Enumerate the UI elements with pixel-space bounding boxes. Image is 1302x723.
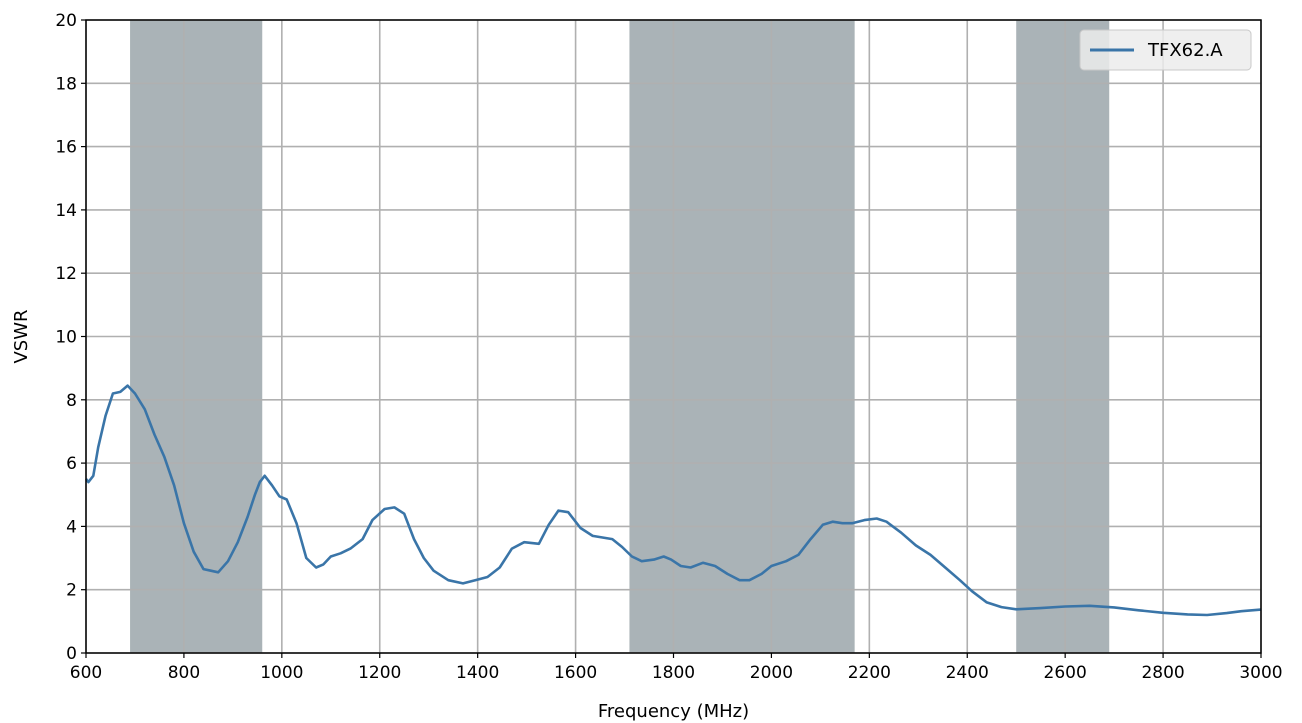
x-tick-label: 600: [70, 663, 102, 683]
x-tick-label: 1200: [358, 663, 401, 683]
y-tick-label: 10: [55, 328, 77, 348]
legend-label: TFX62.A: [1147, 40, 1223, 61]
y-tick-label: 8: [66, 391, 77, 411]
x-tick-label: 1000: [260, 663, 303, 683]
x-tick-label: 1600: [554, 663, 597, 683]
legend: TFX62.A: [1079, 29, 1252, 71]
y-axis-ticks: 0 2 4 6 8 10 12 14 16 18 20: [55, 11, 86, 664]
x-tick-label: 1400: [456, 663, 499, 683]
y-tick-label: 14: [55, 201, 77, 221]
x-axis-label: Frequency (MHz): [598, 701, 749, 722]
y-tick-label: 20: [55, 11, 77, 31]
x-tick-label: 1800: [652, 663, 695, 683]
x-tick-label: 2000: [750, 663, 793, 683]
x-tick-label: 800: [168, 663, 200, 683]
y-tick-label: 18: [55, 74, 77, 94]
x-tick-label: 3000: [1239, 663, 1282, 683]
series-line-1: [84, 384, 1262, 617]
x-tick-label: 2400: [946, 663, 989, 683]
series-layer: [84, 384, 1262, 617]
y-tick-label: 6: [66, 454, 77, 474]
y-tick-label: 16: [55, 138, 77, 158]
x-tick-label: 2800: [1141, 663, 1184, 683]
y-axis-label: VSWR: [11, 309, 32, 363]
legend-box: [1079, 29, 1252, 71]
x-tick-label: 2600: [1044, 663, 1087, 683]
y-tick-label: 4: [66, 517, 77, 537]
x-tick-label: 2200: [848, 663, 891, 683]
y-tick-label: 12: [55, 264, 77, 284]
y-tick-label: 0: [66, 644, 77, 664]
y-tick-label: 2: [66, 581, 77, 601]
x-axis-ticks: 600 800 1000 1200 1400 1600 1800 2000 2200 2400 26…: [70, 653, 1283, 683]
